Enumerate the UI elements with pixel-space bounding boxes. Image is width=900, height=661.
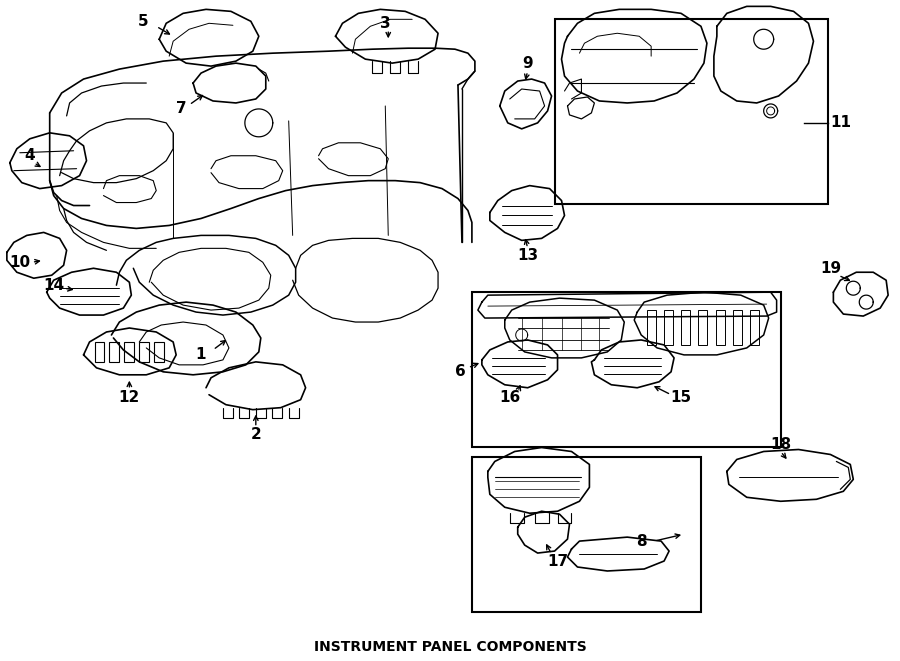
Text: 15: 15 — [670, 390, 691, 405]
Text: 18: 18 — [770, 437, 791, 452]
Bar — [110, 342, 120, 362]
Bar — [472, 457, 701, 612]
Text: 14: 14 — [43, 278, 64, 293]
Text: 11: 11 — [830, 116, 850, 130]
Text: 12: 12 — [119, 390, 140, 405]
Bar — [472, 292, 780, 447]
Text: 19: 19 — [820, 260, 841, 276]
Text: 6: 6 — [454, 364, 465, 379]
Bar — [698, 310, 707, 345]
Text: 1: 1 — [196, 348, 206, 362]
Bar — [750, 310, 759, 345]
Text: 8: 8 — [636, 533, 646, 549]
Bar — [681, 310, 690, 345]
Text: 3: 3 — [380, 16, 391, 31]
Bar — [554, 19, 828, 204]
Bar — [664, 310, 673, 345]
Text: INSTRUMENT PANEL COMPONENTS: INSTRUMENT PANEL COMPONENTS — [313, 640, 587, 654]
Bar — [94, 342, 104, 362]
Text: 17: 17 — [547, 553, 568, 568]
Text: 2: 2 — [250, 427, 261, 442]
Text: 7: 7 — [176, 101, 186, 116]
Text: 4: 4 — [24, 148, 35, 163]
Text: 16: 16 — [500, 390, 520, 405]
Text: 5: 5 — [138, 14, 148, 29]
Bar — [140, 342, 149, 362]
Bar — [154, 342, 164, 362]
Text: 13: 13 — [518, 248, 538, 263]
Bar — [716, 310, 724, 345]
Bar — [124, 342, 134, 362]
Bar — [647, 310, 656, 345]
Bar — [733, 310, 742, 345]
Text: 10: 10 — [9, 254, 31, 270]
Text: 9: 9 — [522, 56, 533, 71]
